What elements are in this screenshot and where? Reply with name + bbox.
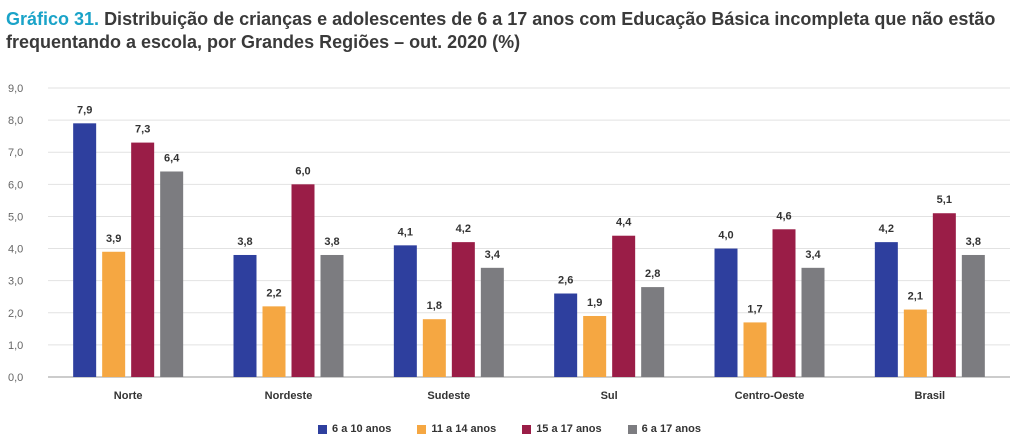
bar [961, 254, 985, 377]
bar [480, 267, 504, 377]
y-tick-label: 5,0 [8, 211, 23, 223]
bar [932, 213, 956, 377]
legend-label: 6 a 10 anos [332, 423, 392, 435]
y-tick-label: 3,0 [8, 276, 23, 288]
bar [422, 319, 446, 377]
y-tick-label: 8,0 [8, 115, 23, 127]
y-tick-label: 1,0 [8, 340, 23, 352]
legend-item: 6 a 17 anos [627, 423, 701, 435]
bar [772, 229, 796, 377]
x-category-label: Sul [601, 390, 618, 402]
legend-label: 6 a 17 anos [641, 423, 701, 435]
bar [743, 322, 767, 377]
x-category-label: Norte [114, 390, 143, 402]
data-label: 7,3 [135, 124, 150, 136]
data-label: 3,8 [324, 236, 339, 248]
y-tick-label: 0,0 [8, 372, 23, 384]
bar [320, 254, 344, 377]
data-label: 2,2 [266, 287, 281, 299]
legend-swatch [627, 424, 637, 434]
data-label: 3,9 [106, 233, 121, 245]
bar [73, 123, 97, 377]
data-label: 1,7 [747, 303, 762, 315]
y-tick-label: 6,0 [8, 179, 23, 191]
y-tick-label: 4,0 [8, 244, 23, 256]
bar [102, 251, 126, 377]
data-label: 2,8 [645, 268, 660, 280]
data-label: 4,0 [718, 230, 733, 242]
data-label: 4,2 [879, 223, 894, 235]
chart-title: Gráfico 31. Distribuição de crianças e a… [6, 8, 1011, 54]
data-label: 5,1 [937, 194, 952, 206]
legend-label: 15 a 17 anos [536, 423, 602, 435]
bar [262, 306, 286, 377]
data-label: 2,1 [908, 291, 923, 303]
legend-item: 6 a 10 anos [318, 423, 391, 435]
x-category-label: Sudeste [427, 390, 470, 402]
bar [554, 293, 578, 377]
data-label: 4,1 [398, 226, 413, 238]
bar [612, 235, 636, 377]
data-label: 4,6 [776, 210, 791, 222]
legend-swatch [417, 424, 427, 434]
bar [393, 245, 417, 377]
bar [233, 254, 257, 377]
bar [714, 248, 738, 377]
bar [160, 171, 184, 377]
data-label: 6,4 [164, 152, 180, 164]
data-label: 3,8 [237, 236, 252, 248]
legend-swatch [318, 424, 328, 434]
data-label: 1,8 [427, 300, 442, 312]
data-label: 7,9 [77, 104, 92, 116]
data-label: 4,2 [456, 223, 471, 235]
x-category-label: Nordeste [265, 390, 313, 402]
data-label: 1,9 [587, 297, 602, 309]
legend-item: 15 a 17 anos [522, 423, 602, 435]
data-label: 4,4 [616, 217, 632, 229]
data-label: 6,0 [295, 165, 310, 177]
bar [903, 309, 927, 377]
y-tick-label: 2,0 [8, 308, 23, 320]
bar [291, 184, 315, 377]
bar [131, 142, 155, 377]
bar [451, 242, 475, 377]
x-category-label: Centro-Oeste [735, 390, 805, 402]
data-label: 2,6 [558, 275, 573, 287]
bar [874, 242, 898, 377]
x-category-label: Brasil [915, 390, 946, 402]
y-tick-label: 7,0 [8, 147, 23, 159]
legend-item: 11 a 14 anos [417, 423, 496, 435]
data-label: 3,4 [485, 249, 501, 261]
bar [801, 267, 825, 377]
data-label: 3,4 [805, 249, 821, 261]
legend-label: 11 a 14 anos [431, 423, 497, 435]
chart-title-lead: Gráfico 31. [6, 9, 100, 29]
bar [641, 287, 665, 377]
chart-legend: 6 a 10 anos 11 a 14 anos 15 a 17 anos 6 a 1… [0, 423, 1019, 435]
data-label: 3,8 [966, 236, 981, 248]
legend-swatch [522, 424, 532, 434]
y-tick-label: 9,0 [8, 83, 23, 95]
chart-title-text: Distribuição de crianças e adolescentes … [6, 9, 996, 52]
bar [583, 315, 607, 377]
